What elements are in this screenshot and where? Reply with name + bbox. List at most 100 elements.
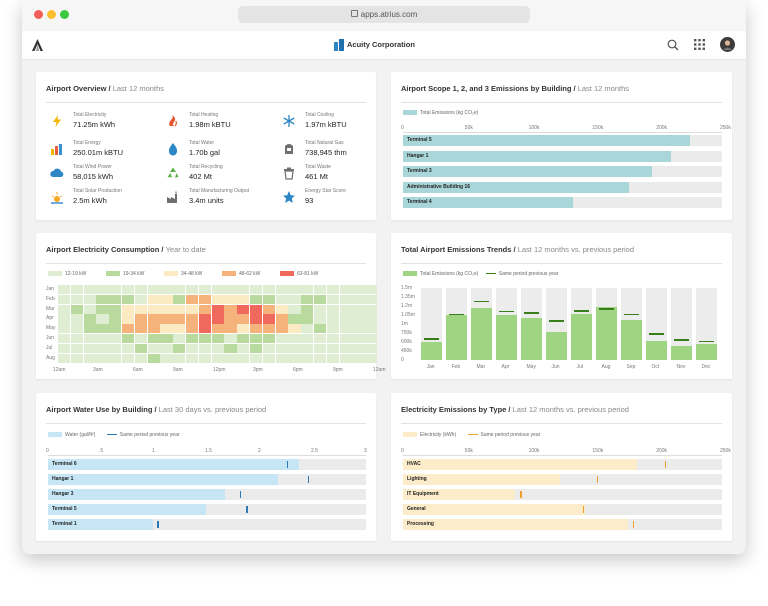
heatmap-cell[interactable]: [147, 304, 160, 314]
heatmap-cell[interactable]: [250, 304, 263, 314]
heatmap-cell[interactable]: [134, 294, 147, 304]
heatmap-cell[interactable]: [237, 324, 250, 334]
heatmap-cell[interactable]: [352, 285, 365, 295]
heatmap-cell[interactable]: [186, 314, 199, 324]
heatmap-cell[interactable]: [262, 304, 275, 314]
heatmap-cell[interactable]: [314, 304, 327, 314]
heatmap-cell[interactable]: [186, 343, 199, 353]
heatmap-cell[interactable]: [301, 304, 314, 314]
heatmap-cell[interactable]: [96, 343, 109, 353]
heatmap-cell[interactable]: [339, 343, 352, 353]
heatmap-cell[interactable]: [224, 334, 237, 344]
heatmap-cell[interactable]: [58, 294, 71, 304]
heatmap-cell[interactable]: [301, 285, 314, 295]
heatmap-cell[interactable]: [224, 304, 237, 314]
heatmap-cell[interactable]: [83, 343, 96, 353]
heatmap-cell[interactable]: [186, 334, 199, 344]
minimize-window-button[interactable]: [47, 10, 56, 19]
heatmap-cell[interactable]: [326, 324, 339, 334]
heatmap-cell[interactable]: [237, 285, 250, 295]
heatmap-cell[interactable]: [326, 343, 339, 353]
heatmap-cell[interactable]: [288, 334, 301, 344]
heatmap-cell[interactable]: [70, 304, 83, 314]
bar-row[interactable]: Terminal 4: [403, 197, 722, 208]
heatmap-cell[interactable]: [250, 285, 263, 295]
heatmap-cell[interactable]: [301, 343, 314, 353]
trend-column[interactable]: [696, 288, 717, 360]
heatmap-cell[interactable]: [58, 304, 71, 314]
heatmap-cell[interactable]: [275, 294, 288, 304]
heatmap-cell[interactable]: [250, 343, 263, 353]
heatmap-cell[interactable]: [109, 294, 122, 304]
heatmap-cell[interactable]: [275, 343, 288, 353]
heatmap-cell[interactable]: [109, 285, 122, 295]
heatmap-cell[interactable]: [237, 334, 250, 344]
trend-column[interactable]: [546, 288, 567, 360]
heatmap-cell[interactable]: [365, 285, 378, 295]
heatmap-cell[interactable]: [262, 334, 275, 344]
heatmap-cell[interactable]: [122, 314, 135, 324]
heatmap-cell[interactable]: [173, 304, 186, 314]
heatmap-cell[interactable]: [314, 285, 327, 295]
heatmap-cell[interactable]: [352, 334, 365, 344]
heatmap-cell[interactable]: [122, 285, 135, 295]
heatmap-cell[interactable]: [301, 294, 314, 304]
address-bar[interactable]: apps.atrius.com: [238, 6, 530, 23]
bar-row[interactable]: Terminal 3: [403, 166, 722, 177]
bar-row[interactable]: Administrative Building 16: [403, 181, 722, 193]
heatmap-cell[interactable]: [275, 353, 288, 363]
trend-column[interactable]: [521, 288, 542, 360]
avatar[interactable]: [720, 37, 735, 52]
heatmap-cell[interactable]: [314, 314, 327, 324]
heatmap-cell[interactable]: [147, 314, 160, 324]
heatmap-cell[interactable]: [352, 314, 365, 324]
heatmap-cell[interactable]: [301, 324, 314, 334]
trend-column[interactable]: [421, 288, 442, 360]
heatmap-cell[interactable]: [262, 285, 275, 295]
heatmap-cell[interactable]: [160, 294, 173, 304]
heatmap-cell[interactable]: [314, 294, 327, 304]
heatmap-cell[interactable]: [173, 294, 186, 304]
heatmap-cell[interactable]: [109, 353, 122, 363]
heatmap-cell[interactable]: [326, 334, 339, 344]
heatmap-cell[interactable]: [134, 324, 147, 334]
heatmap-cell[interactable]: [70, 314, 83, 324]
heatmap-cell[interactable]: [198, 343, 211, 353]
bar-row[interactable]: Lighting: [403, 474, 722, 485]
heatmap-cell[interactable]: [314, 353, 327, 363]
heatmap-cell[interactable]: [365, 324, 378, 334]
heatmap-cell[interactable]: [262, 294, 275, 304]
heatmap-cell[interactable]: [198, 294, 211, 304]
heatmap-cell[interactable]: [186, 304, 199, 314]
heatmap-cell[interactable]: [96, 294, 109, 304]
heatmap-cell[interactable]: [211, 353, 224, 363]
heatmap-cell[interactable]: [326, 314, 339, 324]
heatmap-cell[interactable]: [352, 304, 365, 314]
heatmap-cell[interactable]: [314, 324, 327, 334]
heatmap-cell[interactable]: [96, 304, 109, 314]
heatmap-cell[interactable]: [198, 353, 211, 363]
heatmap-cell[interactable]: [58, 353, 71, 363]
heatmap-cell[interactable]: [326, 353, 339, 363]
heatmap-cell[interactable]: [365, 294, 378, 304]
heatmap-cell[interactable]: [70, 324, 83, 334]
bar-row[interactable]: General: [403, 504, 722, 515]
heatmap-cell[interactable]: [237, 304, 250, 314]
heatmap-cell[interactable]: [70, 343, 83, 353]
heatmap-cell[interactable]: [198, 324, 211, 334]
heatmap-cell[interactable]: [83, 353, 96, 363]
heatmap-cell[interactable]: [147, 294, 160, 304]
heatmap-cell[interactable]: [365, 353, 378, 363]
heatmap-cell[interactable]: [339, 304, 352, 314]
heatmap-cell[interactable]: [83, 285, 96, 295]
trend-column[interactable]: [671, 288, 692, 360]
heatmap-cell[interactable]: [147, 343, 160, 353]
heatmap-cell[interactable]: [134, 334, 147, 344]
heatmap-cell[interactable]: [237, 294, 250, 304]
heatmap-cell[interactable]: [122, 304, 135, 314]
heatmap-cell[interactable]: [70, 294, 83, 304]
heatmap-cell[interactable]: [250, 353, 263, 363]
heatmap-cell[interactable]: [186, 285, 199, 295]
heatmap-cell[interactable]: [147, 353, 160, 363]
heatmap-cell[interactable]: [173, 314, 186, 324]
